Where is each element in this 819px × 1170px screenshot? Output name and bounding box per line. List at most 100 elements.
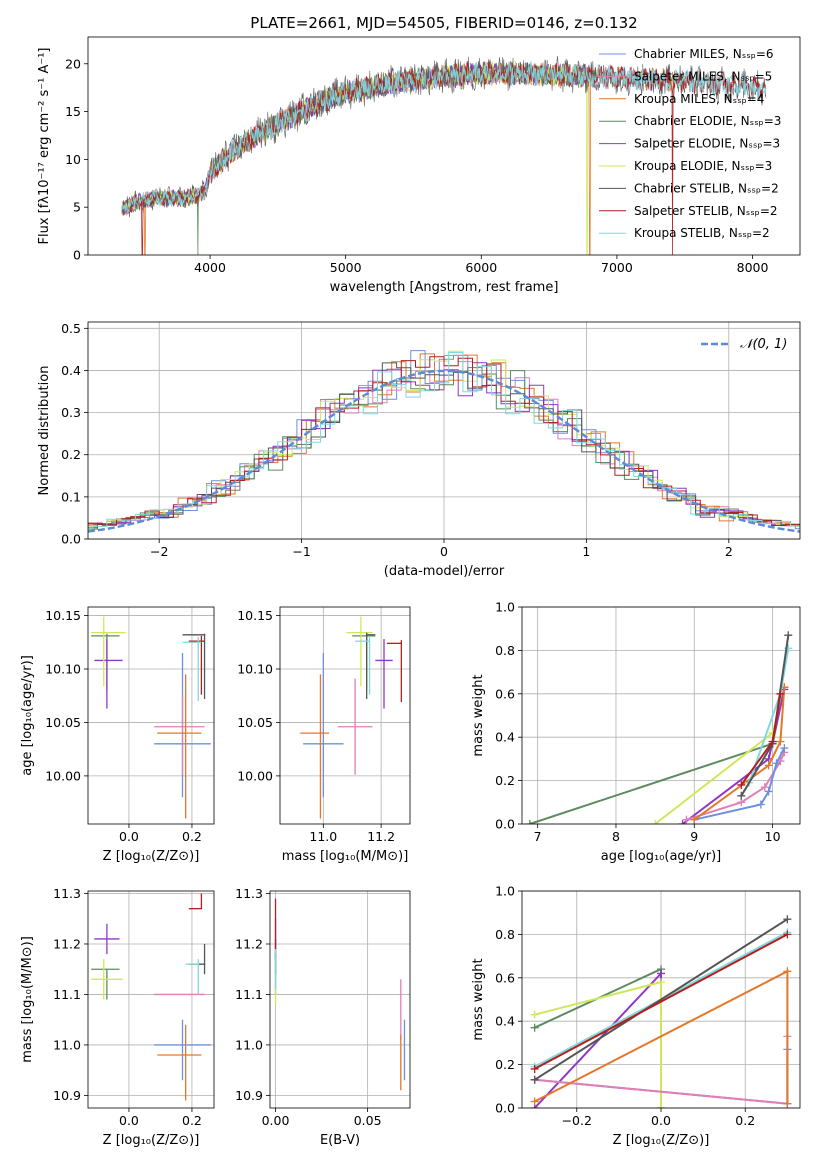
x-tick-label: 0.0: [651, 1113, 671, 1128]
y-tick-label: 0.2: [495, 773, 515, 788]
x-tick-label: 7: [534, 829, 542, 844]
x-tick-label: 0.2: [182, 1113, 202, 1128]
y-tick-label: 0.6: [495, 686, 515, 701]
y-tick-label: 11.2: [53, 936, 81, 951]
x-tick-label: 11.2: [367, 829, 395, 844]
y-tick-label: 15: [65, 104, 81, 119]
y-tick-label: 11.0: [235, 1037, 263, 1052]
y-tick-label: 11.1: [53, 987, 81, 1002]
plus-marker: [768, 737, 777, 746]
errorbar-point: [346, 616, 373, 687]
plus-marker: [776, 689, 785, 698]
y-tick-label: 10.05: [237, 715, 273, 730]
plus-marker: [678, 820, 687, 824]
errorbar-point: [157, 674, 202, 819]
errorbar-point: [91, 959, 123, 1000]
y-tick-label: 0.4: [495, 1014, 515, 1029]
errorbar-point: [188, 893, 203, 910]
y-tick-label: 10.15: [45, 608, 81, 623]
weight_vs_age-decorations: 7 8 9 10 0.0 0.2 0.4 0.6 0.8 1.0 age [log₁₀(age/yr…: [471, 600, 801, 864]
mass-weight-line: [693, 687, 786, 821]
plus-marker: [776, 737, 785, 746]
plus-marker: [764, 787, 773, 796]
normal-reference-curve: [88, 369, 800, 533]
x-tick-label: 0.0: [119, 1113, 139, 1128]
weight_vs_age-frame: [521, 606, 801, 825]
mass_vs_Z-frame: [87, 890, 215, 1109]
y-tick-label: 10.9: [53, 1088, 81, 1103]
errorbar-point: [185, 959, 199, 995]
y-tick-label: 11.2: [235, 936, 263, 951]
y-tick-label: 11.1: [235, 987, 263, 1002]
legend-label: Salpeter MILES, Nₛₛₚ=5: [634, 69, 772, 83]
residuals-frame: [87, 321, 801, 540]
plus-marker: [764, 761, 773, 770]
y-tick-label: 0: [73, 248, 81, 263]
mass_vs_ebv-decorations: 0.00 0.05 10.9 11.0 11.1 11.2 11.3 E(B-V): [235, 886, 411, 1148]
legend-label: Chabrier ELODIE, Nₛₛₚ=3: [634, 114, 781, 128]
plus-marker: [783, 915, 792, 924]
x-tick-label: 9: [690, 829, 698, 844]
plus-marker: [783, 967, 792, 976]
x-axis-label: Z [log₁₀(Z/Z⊙)]: [103, 849, 200, 864]
residuals-plot-area: [88, 350, 800, 533]
x-axis-label: Z [log₁₀(Z/Z⊙)]: [103, 1133, 200, 1148]
mass-weight-line: [534, 933, 788, 1070]
plus-marker: [651, 820, 660, 824]
x-axis-label: age [log₁₀(age/yr)]: [601, 849, 722, 864]
y-axis-label: mass weight: [471, 674, 486, 756]
x-tick-label: 0.2: [735, 1113, 755, 1128]
legend-label: Salpeter STELIB, Nₛₛₚ=2: [634, 204, 778, 218]
age_vs_mass-axes: 11.0 11.2 10.00 10.05 10.10 10.15 mass [log₁₀(…: [237, 606, 411, 864]
plus-marker: [780, 744, 789, 753]
x-tick-label: 0.2: [182, 829, 202, 844]
y-tick-label: 10: [65, 152, 81, 167]
spectrum-axes: 4000 5000 6000 7000 8000 0 5 10 15 20 wavelength […: [37, 14, 801, 295]
legend-label: Kroupa MILES, Nₛₛₚ=4: [634, 92, 764, 106]
y-axis-label: age [log₁₀(age/yr)]: [20, 655, 35, 776]
plus-marker: [657, 978, 665, 987]
y-tick-label: 0.2: [61, 447, 81, 462]
plus-marker: [783, 930, 792, 939]
plus-marker: [530, 1075, 539, 1084]
plus-marker: [690, 815, 699, 824]
mass_vs_Z-decorations: 0.0 0.2 10.9 11.0 11.1 11.2 11.3 Z [log₁₀(Z/Z⊙)…: [20, 886, 215, 1148]
errorbar-point: [303, 652, 344, 798]
y-tick-label: 10.9: [235, 1088, 263, 1103]
x-axis-label: (data-model)/error: [384, 564, 505, 579]
legend-label: Chabrier STELIB, Nₛₛₚ=2: [634, 181, 779, 195]
plus-marker: [784, 631, 793, 640]
legend-label: Chabrier MILES, Nₛₛₚ=6: [634, 47, 774, 61]
y-tick-label: 11.3: [53, 886, 81, 901]
age_vs_Z-frame: [87, 606, 215, 825]
y-tick-label: 0.3: [61, 405, 81, 420]
mass_vs_ebv-plot-area: [274, 898, 406, 1091]
x-axis-label: wavelength [Angstrom, rest frame]: [330, 280, 559, 295]
x-tick-label: −1: [292, 544, 310, 559]
legend-label: Kroupa STELIB, Nₛₛₚ=2: [634, 226, 770, 240]
mass_vs_ebv-axes: 0.00 0.05 10.9 11.0 11.1 11.2 11.3 E(B-V): [235, 886, 411, 1148]
errorbar-point: [182, 636, 202, 702]
plus-marker: [760, 783, 769, 792]
y-axis-label: Normed distribution: [37, 366, 52, 496]
mass-weight-line: [529, 687, 786, 824]
x-tick-label: 5000: [330, 260, 362, 275]
errorbar-point: [91, 616, 126, 687]
y-tick-label: 11.3: [235, 886, 263, 901]
errorbar-point: [94, 639, 123, 709]
plus-marker: [772, 759, 781, 768]
errorbar-point: [91, 968, 120, 1000]
legend-label: Salpeter ELODIE, Nₛₛₚ=3: [634, 137, 780, 151]
x-tick-label: 11.0: [309, 829, 337, 844]
errorbar-point: [375, 639, 393, 709]
x-tick-label: 8: [612, 829, 620, 844]
plus-marker: [530, 1097, 539, 1106]
spectrum-line: [121, 61, 674, 255]
errorbar-point: [386, 640, 402, 703]
errorbar-point: [94, 923, 120, 955]
weight_vs_age-plot-area: [525, 631, 793, 824]
x-axis-label: E(B-V): [320, 1133, 360, 1148]
y-tick-label: 10.05: [45, 715, 81, 730]
x-tick-label: 0: [440, 544, 448, 559]
